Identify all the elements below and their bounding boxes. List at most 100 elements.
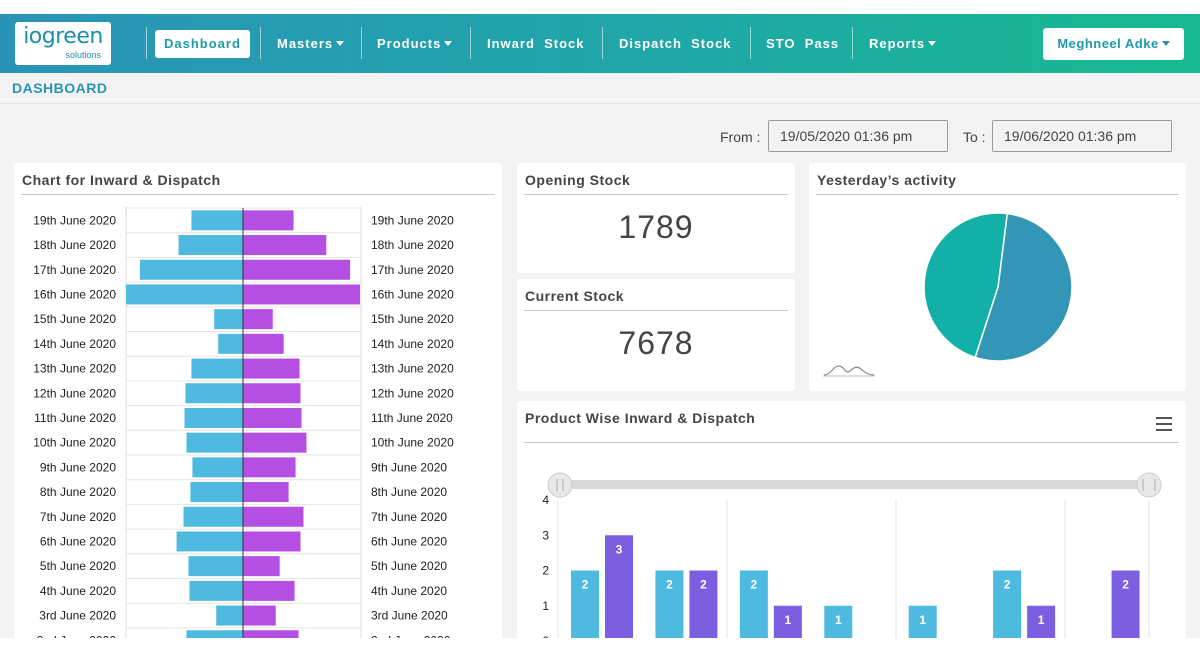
dispatch-bar [243,284,360,305]
dispatch-bar [243,556,280,577]
category-label-right: 8th June 2020 [371,485,447,499]
range-slider-handle-left [547,472,573,498]
to-date-input[interactable]: 19/06/2020 01:36 pm [992,120,1172,152]
chevron-down-icon [444,41,453,47]
inward-bar [176,531,243,552]
category-label-left: 17th June 2020 [33,263,116,277]
nav-dispatch-stock-label: Dispatch Stock [619,36,732,51]
opening-stock-value: 1789 [618,209,694,245]
dispatch-bar [243,235,327,256]
nav-sto-pass[interactable]: STO Pass [766,30,839,58]
from-label: From : [720,129,761,145]
category-label-left: 5th June 2020 [40,559,116,573]
dispatch-bar [243,605,276,626]
category-label-left: 6th June 2020 [40,534,116,548]
category-label-right: 16th June 2020 [371,287,454,301]
product-wise-chart: 0 1 2 3 4 2 3 2 2 2 1 1 1 2 1 2 [542,472,1162,638]
dispatch-bar [243,531,301,552]
nav-reports[interactable]: Reports [869,30,937,58]
nav-inward-stock[interactable]: Inward Stock [487,30,585,58]
nav-separator [146,27,147,59]
category-label-left: 14th June 2020 [33,337,116,351]
pie-slice [923,212,1009,359]
y-tick-label: 4 [542,493,549,507]
nav-inward-stock-label: Inward Stock [487,36,585,51]
category-label-left: 13th June 2020 [33,362,116,376]
nav-products[interactable]: Products [377,30,453,58]
inward-bar [218,333,243,354]
nav-reports-label: Reports [869,36,926,51]
inward-bar [655,570,684,638]
breadcrumb: DASHBOARD [0,73,1200,104]
category-label-right: 12th June 2020 [371,386,454,400]
category-label-left: 10th June 2020 [33,436,116,450]
nav-dashboard-label: Dashboard [164,36,241,51]
dispatch-bar [243,630,299,638]
nav-products-label: Products [377,36,442,51]
brand-logo[interactable]: iogreen solutions [15,22,111,65]
dispatch-bar [243,383,301,404]
nav-separator [470,27,471,59]
inward-bar [739,570,768,638]
category-label-right: 3rd June 2020 [371,609,448,623]
nav-separator [260,27,261,59]
category-label-left: 3rd June 2020 [39,609,116,623]
data-label: 2 [582,578,589,592]
data-label: 2 [1004,578,1011,592]
inward-bar [190,482,243,503]
inward-bar [185,383,243,404]
menu-icon[interactable] [1156,417,1172,431]
opening-stock-card: Opening Stock 1789 [517,163,795,273]
inward-bar [216,605,243,626]
nav-sto-pass-label: STO Pass [766,36,840,51]
brand-sub: solutions [65,50,101,60]
category-label-right: 15th June 2020 [371,312,454,326]
category-label-right: 13th June 2020 [371,362,454,376]
dispatch-bar [243,432,307,453]
inward-bar [186,432,243,453]
current-stock-card: Current Stock 7678 [517,279,795,391]
data-label: 1 [785,613,792,627]
category-label-left: 12th June 2020 [33,386,116,400]
product-wise-title: Product Wise Inward & Dispatch [525,410,756,426]
data-label: 2 [1122,578,1129,592]
inward-bar [191,358,243,379]
category-label-left: 15th June 2020 [33,312,116,326]
data-label: 1 [1038,613,1045,627]
dispatch-bar [243,580,295,601]
nav-masters[interactable]: Masters [277,30,345,58]
nav-dashboard[interactable]: Dashboard [155,30,250,58]
data-label: 2 [700,578,707,592]
nav-masters-label: Masters [277,36,334,51]
range-slider-track [557,480,1152,489]
nav-separator [361,27,362,59]
category-label-right: 10th June 2020 [371,436,454,450]
data-label: 2 [666,578,673,592]
current-stock-title: Current Stock [525,288,625,304]
inward-bar [214,309,243,330]
yesterday-activity-pie [923,212,1073,362]
nav-separator [852,27,853,59]
from-date-input[interactable]: 19/05/2020 01:36 pm [768,120,948,152]
nav-separator [602,27,603,59]
range-slider-handle-right [1136,472,1162,498]
to-label: To : [963,129,986,145]
inward-bar [186,630,243,638]
data-label: 1 [919,613,926,627]
brand-name: iogreen [23,24,103,49]
user-menu-button[interactable]: Meghneel Adke [1043,28,1184,60]
dispatch-bar [1111,570,1140,638]
inward-dispatch-title: Chart for Inward & Dispatch [22,172,221,188]
inward-bar [824,605,853,638]
inward-bar [184,407,243,428]
y-tick-label: 3 [542,528,549,542]
category-label-left: 11th June 2020 [34,411,116,425]
category-label-right: 9th June 2020 [371,460,447,474]
product-wise-card: Product Wise Inward & Dispatch 0 1 2 3 4 2 3 2 2… [517,401,1186,638]
yesterday-activity-card: Yesterday’s activity [809,163,1186,391]
category-label-right: 19th June 2020 [371,213,454,227]
category-label-right: 17th June 2020 [371,263,454,277]
category-label-left: 18th June 2020 [33,238,116,252]
nav-dispatch-stock[interactable]: Dispatch Stock [619,30,732,58]
dispatch-bar [243,358,300,379]
